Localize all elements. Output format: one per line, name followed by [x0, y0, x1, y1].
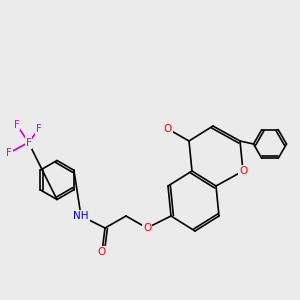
- Text: O: O: [98, 247, 106, 257]
- Text: O: O: [143, 223, 151, 233]
- Text: O: O: [164, 124, 172, 134]
- Text: O: O: [239, 166, 247, 176]
- Text: F: F: [6, 148, 12, 158]
- Text: F: F: [26, 137, 32, 148]
- Text: F: F: [36, 124, 42, 134]
- Text: NH: NH: [73, 211, 89, 221]
- Text: F: F: [14, 119, 19, 130]
